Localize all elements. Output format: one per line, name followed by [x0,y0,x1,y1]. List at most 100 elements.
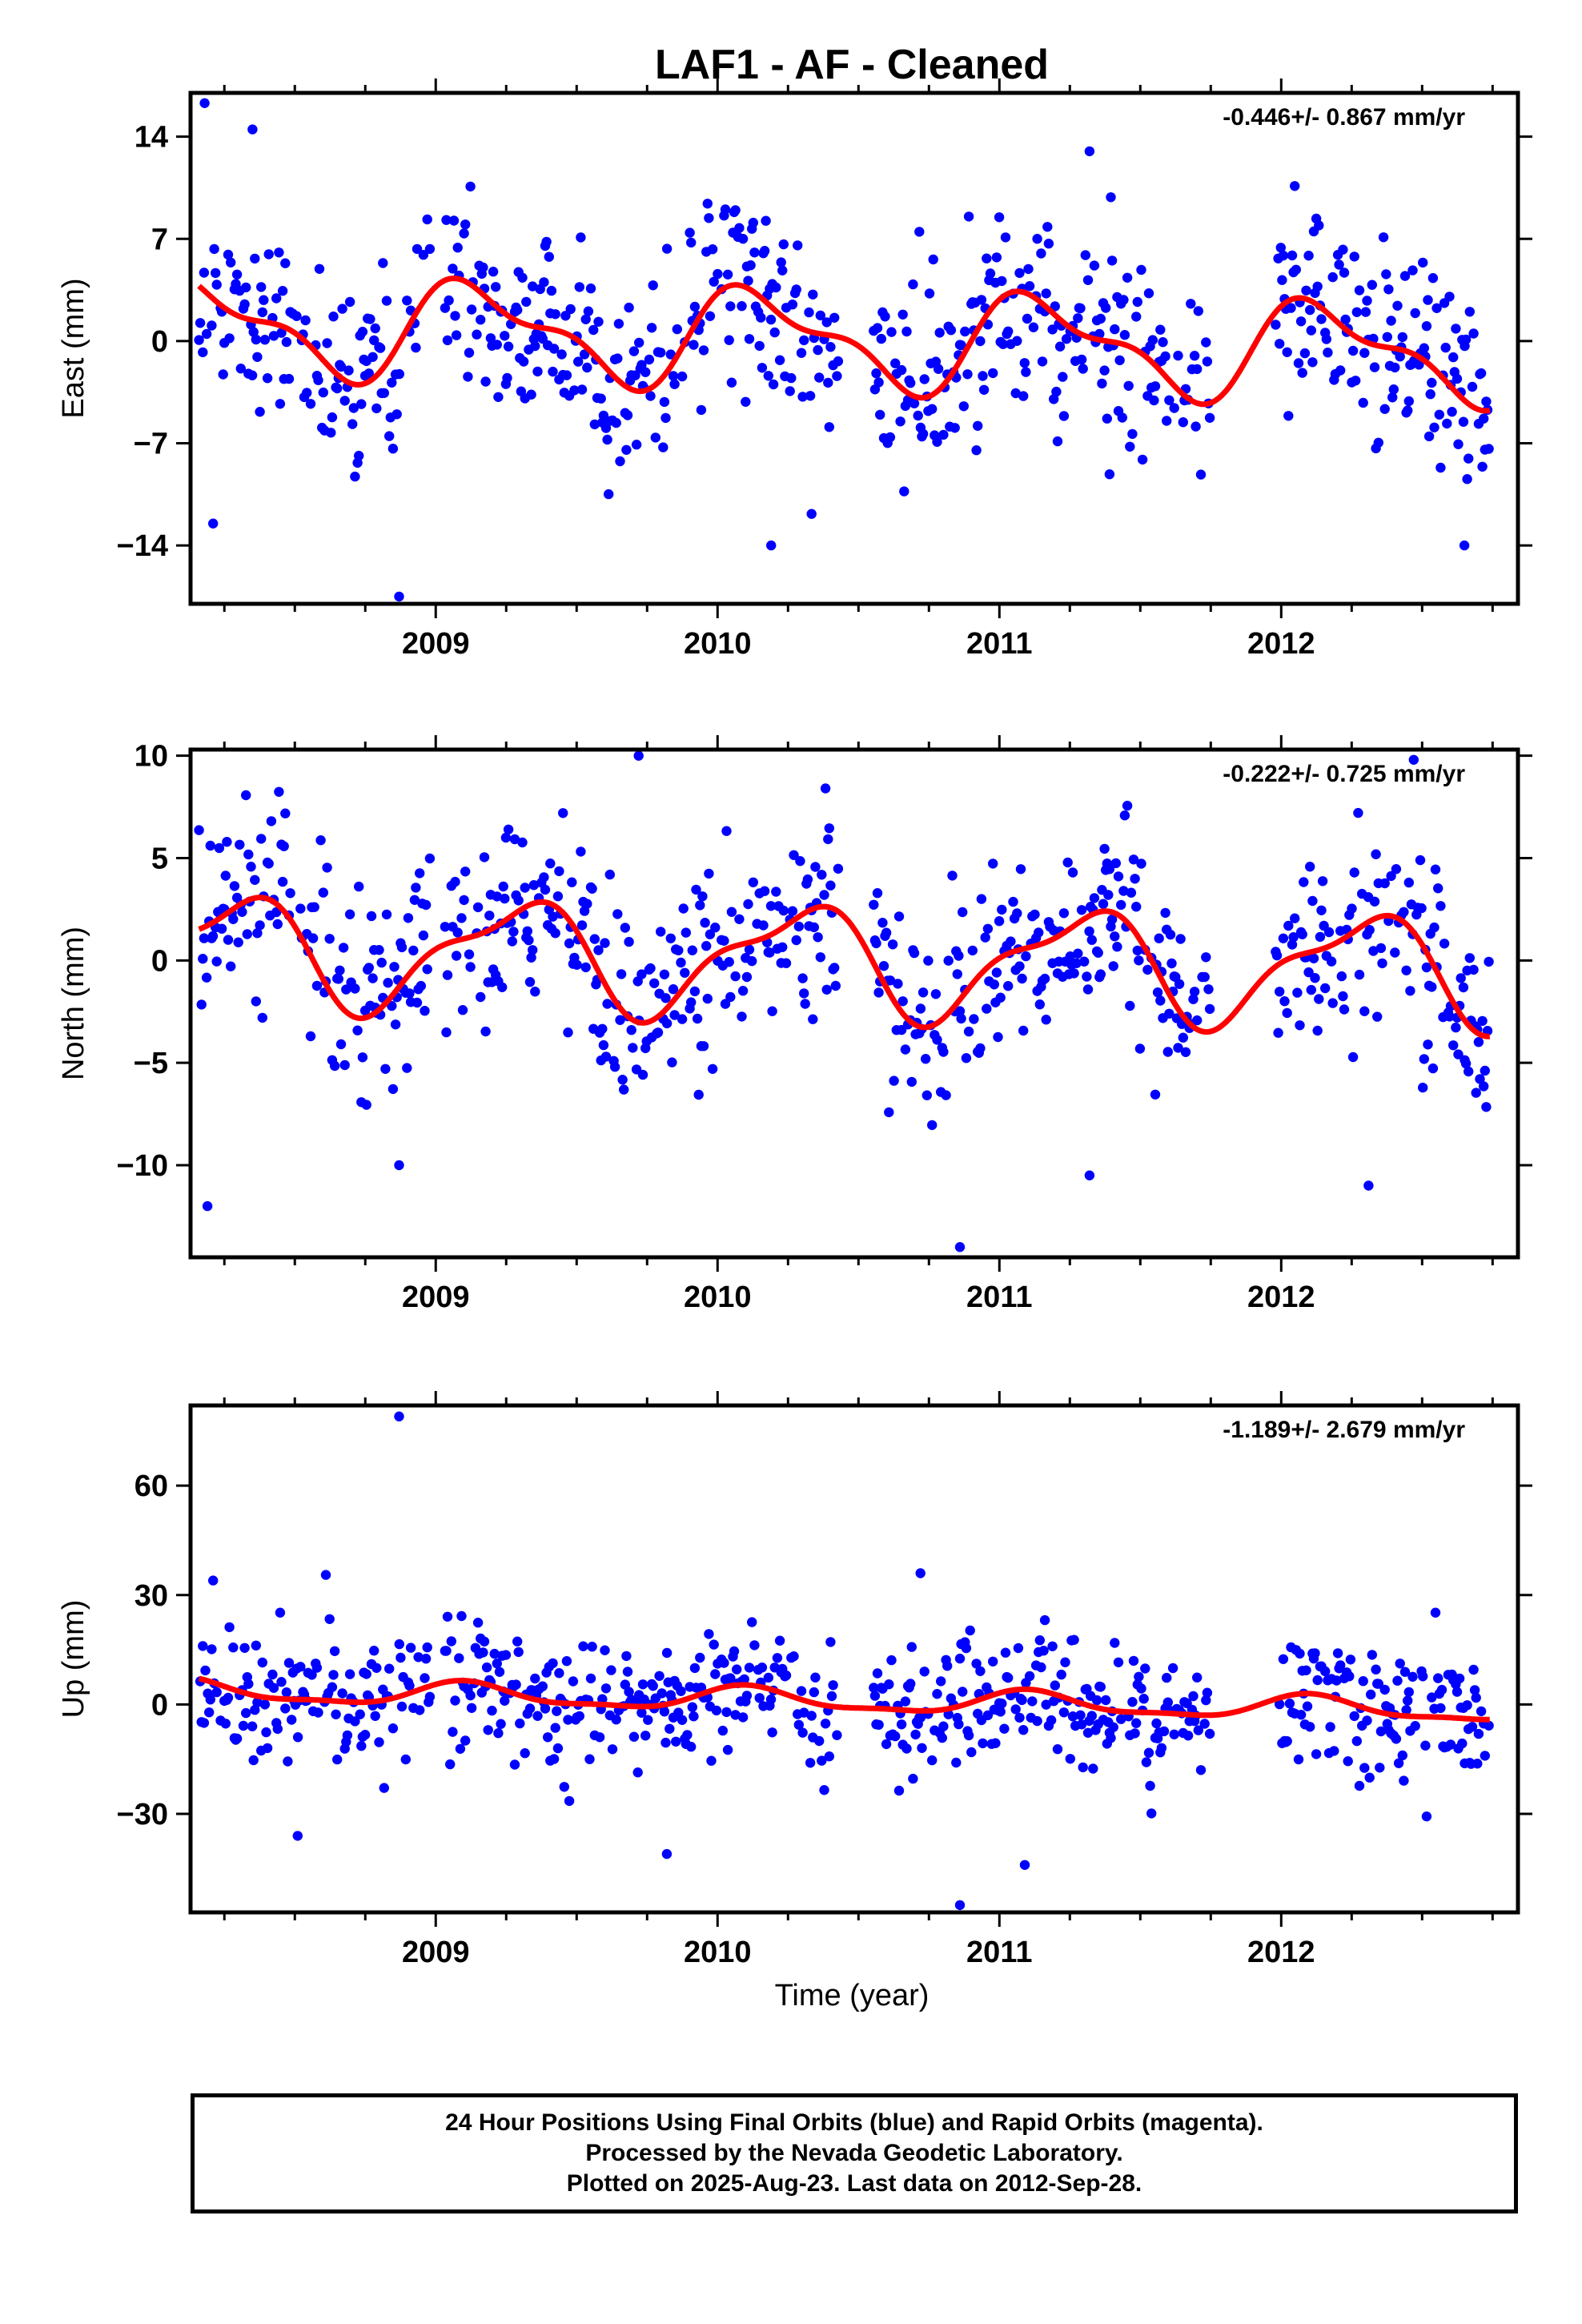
east-point [231,269,243,279]
east-point [1467,381,1478,392]
north-point [667,1057,677,1068]
east-outlier-point [1459,540,1470,551]
up-point [1379,1684,1390,1695]
north-point [311,980,323,991]
east-point [829,312,840,323]
east-point [548,366,558,377]
north-point [609,1062,620,1072]
north-point [1142,964,1153,975]
up-point [1430,1607,1441,1618]
north-point [885,975,896,986]
east-point [422,214,432,225]
up-point [1305,1722,1315,1732]
east-point [291,311,302,321]
east-point [574,282,584,292]
north-point [1099,843,1110,854]
east-point [927,404,938,414]
up-point [532,1711,543,1721]
up-point [261,1727,271,1738]
east-point [686,237,697,248]
up-point [1359,1763,1370,1773]
east-point [318,387,328,398]
north-point [524,935,534,946]
up-point [901,1743,912,1754]
north-point [900,1044,911,1055]
north-point [1180,1047,1191,1058]
up-point [1143,1747,1154,1758]
north-point [554,866,564,877]
east-point [702,199,713,209]
north-point [207,931,219,942]
up-point [971,1659,982,1669]
north-point [1175,934,1186,944]
east-point [548,344,560,354]
up-point [369,1646,379,1656]
east-point [1195,469,1207,480]
east-point [765,314,777,325]
east-y-tick-label: −7 [134,427,168,460]
north-point [1204,1003,1215,1015]
north-point [233,937,243,947]
east-point [1021,367,1031,377]
north-point [1113,871,1124,882]
east-outlier-point [766,540,777,551]
north-point [1030,909,1040,920]
north-point [982,923,994,935]
up-point [554,1668,564,1679]
east-point [808,289,818,300]
north-point [1433,883,1443,894]
north-point [1279,996,1290,1007]
up-point [954,1653,966,1664]
up-model-curve [197,1675,1492,1723]
east-point [256,282,267,292]
north-point [687,945,697,955]
up-point [223,1692,234,1703]
north-point [771,887,781,897]
north-point [820,783,831,794]
east-outlier-point [199,98,210,108]
east-point [985,268,996,279]
north-point [250,875,260,886]
east-point [1155,324,1166,335]
north-point [1377,958,1387,969]
up-point [729,1646,740,1657]
east-point [418,250,429,260]
east-point [476,315,486,325]
north-point [450,876,460,887]
up-point [493,1728,504,1739]
north-point [678,903,689,914]
east-point [672,324,682,335]
east-point [793,240,803,251]
up-point [725,1673,736,1683]
north-point [767,1006,777,1016]
up-point [1403,1687,1415,1698]
up-point [1454,1673,1465,1684]
up-point [1310,1648,1320,1659]
up-point [797,1727,808,1738]
north-point [216,923,227,934]
east-point [1043,239,1054,249]
up-point [1067,1711,1078,1722]
east-point [241,282,251,293]
up-point [997,1699,1007,1709]
up-point [624,1687,634,1697]
north-point [969,1014,979,1024]
north-point [975,1043,986,1054]
north-point [582,899,592,909]
east-point [1359,348,1370,358]
east-point [271,293,282,304]
east-point [745,260,756,271]
up-point [1128,1655,1139,1667]
north-point [420,899,432,911]
east-point [946,325,957,336]
up-point [1351,1735,1363,1747]
east-point [644,354,655,365]
east-point [1351,307,1363,317]
east-point [546,285,557,296]
east-point [806,509,817,519]
north-point [941,1090,951,1100]
up-point [975,1666,986,1676]
up-x-tick-label: 2009 [402,1936,470,1969]
north-point [661,993,671,1003]
east-point [1399,271,1411,281]
